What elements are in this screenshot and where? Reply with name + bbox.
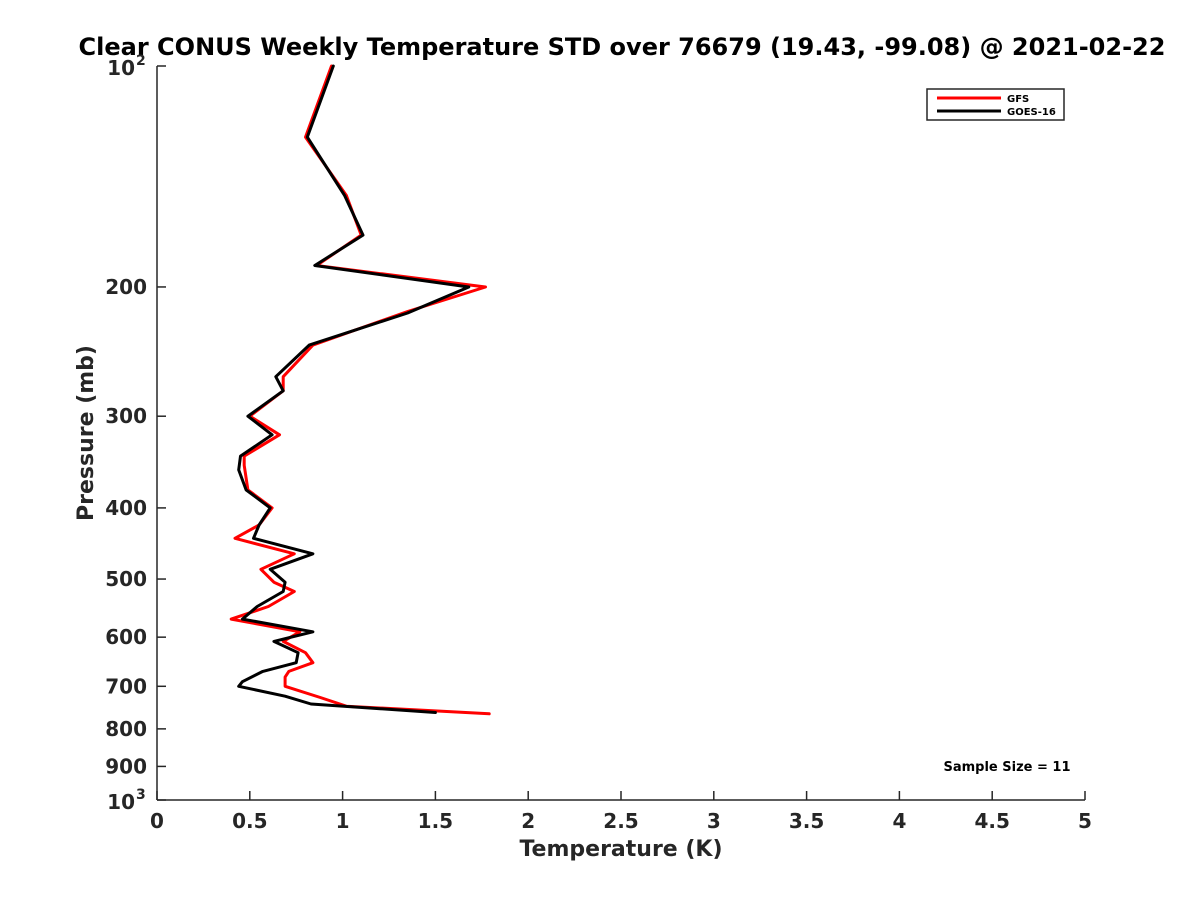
y-tick-label: 600 bbox=[105, 625, 147, 649]
y-tick-label: 700 bbox=[105, 674, 147, 698]
y-tick-exponent: 2 bbox=[136, 53, 146, 69]
x-tick-label: 2 bbox=[521, 809, 535, 833]
x-tick-label: 1.5 bbox=[418, 809, 453, 833]
x-tick-label: 2.5 bbox=[603, 809, 638, 833]
legend-entries: GFS GOES-16 bbox=[937, 94, 1056, 118]
legend-entry-label: GFS bbox=[1007, 94, 1029, 105]
x-tick-label: 5 bbox=[1078, 809, 1092, 833]
legend: GFS GOES-16 bbox=[926, 88, 1065, 121]
x-tick-label: 3.5 bbox=[789, 809, 824, 833]
y-tick-label: 500 bbox=[105, 567, 147, 591]
y-tick-label: 200 bbox=[105, 275, 147, 299]
y-axis-label: Pressure (mb) bbox=[74, 345, 99, 521]
y-tick-label: 800 bbox=[105, 717, 147, 741]
x-tick-label: 3 bbox=[707, 809, 721, 833]
x-tick-label: 0 bbox=[150, 809, 164, 833]
legend-entry-label: GOES-16 bbox=[1007, 107, 1056, 118]
series-line-gfs bbox=[229, 64, 491, 716]
sample-size-annotation: Sample Size = 11 bbox=[943, 760, 1070, 775]
x-tick-label: 0.5 bbox=[232, 809, 267, 833]
chart-title: Clear CONUS Weekly Temperature STD over … bbox=[79, 33, 1166, 61]
series-line-goes-16 bbox=[237, 64, 471, 714]
y-tick-label: 400 bbox=[105, 496, 147, 520]
y-tick-exponent: 3 bbox=[136, 787, 146, 803]
x-axis-label: Temperature (K) bbox=[519, 837, 722, 862]
y-tick-label: 10 bbox=[107, 790, 135, 814]
x-tick-label: 4.5 bbox=[974, 809, 1009, 833]
x-tick-label: 1 bbox=[336, 809, 350, 833]
y-tick-label: 10 bbox=[107, 56, 135, 80]
axes: 0 0.5 1 1.5 2 2.5 3 3.5 4 4.5 5 10 2200300400500600… bbox=[105, 53, 1092, 833]
x-ticks: 0 0.5 1 1.5 2 2.5 3 3.5 4 4.5 5 bbox=[150, 791, 1092, 833]
series-group bbox=[229, 64, 491, 716]
legend-box bbox=[926, 88, 1065, 121]
y-tick-label: 300 bbox=[105, 404, 147, 428]
y-tick-label: 900 bbox=[105, 754, 147, 778]
x-tick-label: 4 bbox=[892, 809, 906, 833]
